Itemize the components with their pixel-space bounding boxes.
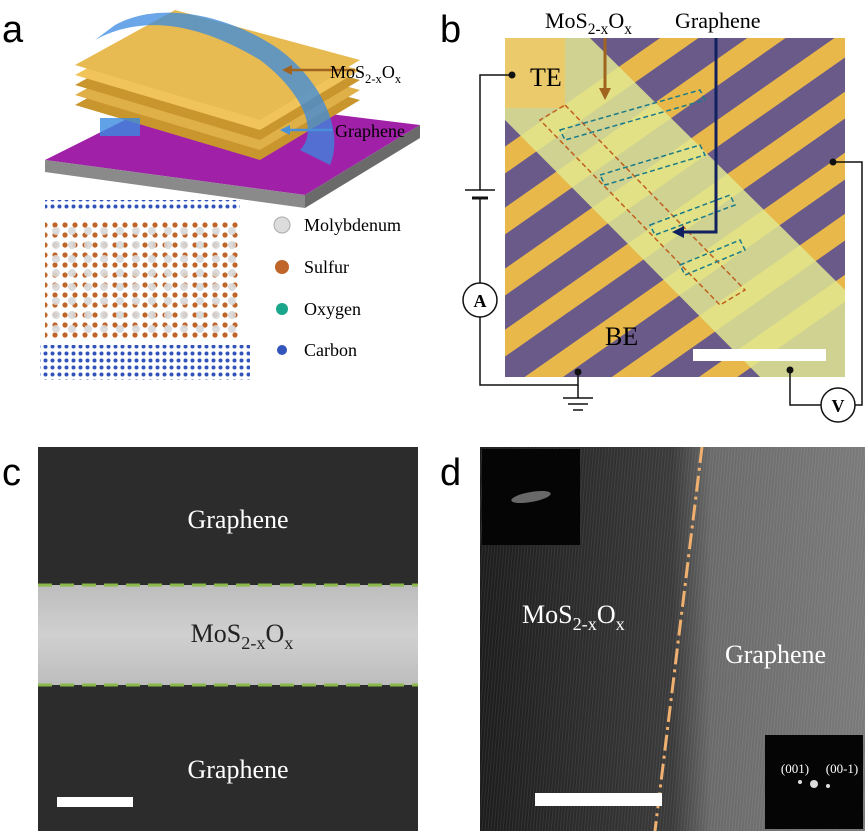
text-part: x (395, 72, 402, 86)
spot-label: (001) (781, 761, 809, 776)
arrowhead (282, 65, 292, 75)
graphene-label: Graphene (187, 505, 288, 534)
panel-d: d MoS2-xOx Graphene (001) (00-1) (440, 446, 865, 831)
graphene-label: Graphene (725, 640, 826, 669)
substrate-side (45, 160, 305, 208)
circuit (462, 74, 863, 423)
contact (508, 71, 516, 79)
text-part: x (624, 21, 632, 38)
ammeter-label: A (474, 291, 487, 311)
be-label: BE (605, 322, 638, 351)
formula-label: MoS2-xOx (522, 600, 625, 634)
fft-spot (826, 784, 830, 788)
text-part: O (597, 600, 616, 629)
micrograph (505, 38, 845, 377)
arrowhead (672, 226, 684, 238)
substrate-side (305, 125, 420, 208)
fft-spot (810, 780, 818, 788)
crystal (40, 200, 250, 380)
contact (829, 158, 837, 166)
formula-label: MoS2-xOx (545, 8, 632, 38)
legend-label: Oxygen (304, 299, 361, 319)
formula-label: MoS2-xOx (191, 619, 294, 653)
text-part: 2-x (588, 21, 609, 38)
contact (574, 368, 582, 376)
fft-spot (511, 490, 551, 504)
legend-label: Sulfur (304, 257, 349, 277)
legend-label: Carbon (304, 340, 357, 360)
scale-bar (57, 797, 133, 807)
interface (653, 446, 704, 831)
text-part: 2-x (241, 633, 265, 653)
arrowhead (280, 125, 290, 135)
text-part: MoS (522, 600, 573, 629)
arrow (680, 38, 718, 234)
text-part: O (608, 8, 624, 33)
panel-c: c Graphene MoS2-xOx Graphene (2, 447, 418, 831)
scale-bar (535, 793, 662, 806)
text-part: O (265, 619, 284, 648)
panel-a: a MoS2-xOx Graphene Molybdenum Sulfur Ox… (2, 9, 420, 380)
graphene-label: Graphene (187, 755, 288, 784)
text-part: 2-x (573, 614, 597, 634)
fft-spot (798, 780, 802, 784)
graphene-label: Graphene (335, 121, 405, 141)
mos2-band (38, 585, 418, 685)
graphene-label: Graphene (675, 8, 761, 33)
voltmeter-label: V (832, 396, 845, 416)
text-part: x (284, 633, 293, 653)
te-label: TE (530, 63, 562, 92)
panel-letter: d (440, 452, 461, 494)
text-part: x (616, 614, 625, 634)
panel-letter: c (2, 452, 21, 494)
arrowhead (599, 88, 611, 100)
text-part: MoS (330, 62, 365, 82)
contact (786, 366, 794, 374)
text-part: O (382, 62, 395, 82)
panel-b: b TE BE MoS2-xOx Graphene (440, 8, 863, 423)
formula-label: MoS2-xOx (330, 62, 402, 86)
text-part: 2-x (365, 72, 382, 86)
graphene-tab (100, 118, 140, 136)
spot-label: (00-1) (826, 761, 859, 776)
panel-letter: a (2, 9, 24, 51)
text-part: MoS (191, 619, 242, 648)
legend: Molybdenum Sulfur Oxygen Carbon (273, 215, 401, 360)
text-part: MoS (545, 8, 588, 33)
legend-label: Molybdenum (304, 215, 401, 235)
graphene-ribbon (95, 12, 335, 166)
panel-letter: b (440, 9, 461, 51)
